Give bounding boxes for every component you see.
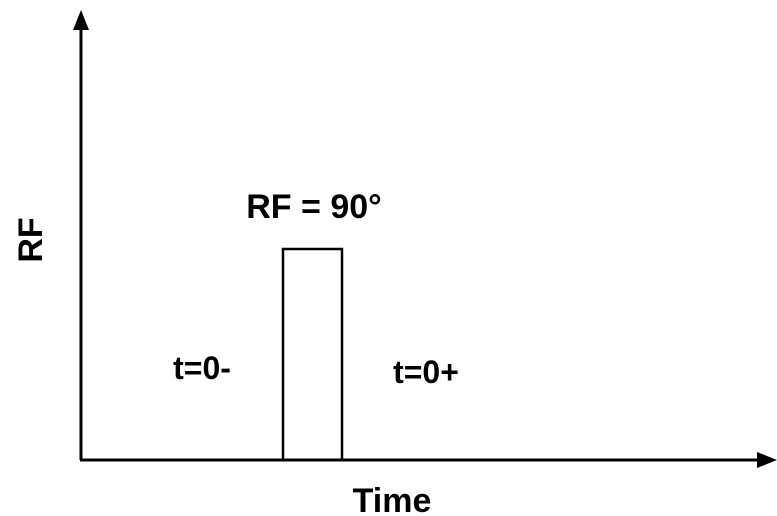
rf-pulse-box: [281, 247, 344, 462]
x-axis-label: Time: [353, 482, 432, 516]
y-axis-label: RF: [12, 217, 50, 262]
pulse-label: RF = 90°: [246, 188, 382, 226]
y-axis-arrowhead: [73, 10, 89, 30]
after-pulse-label: t=0+: [393, 354, 459, 390]
before-pulse-label: t=0-: [173, 350, 231, 386]
x-axis-arrowhead: [757, 452, 777, 468]
